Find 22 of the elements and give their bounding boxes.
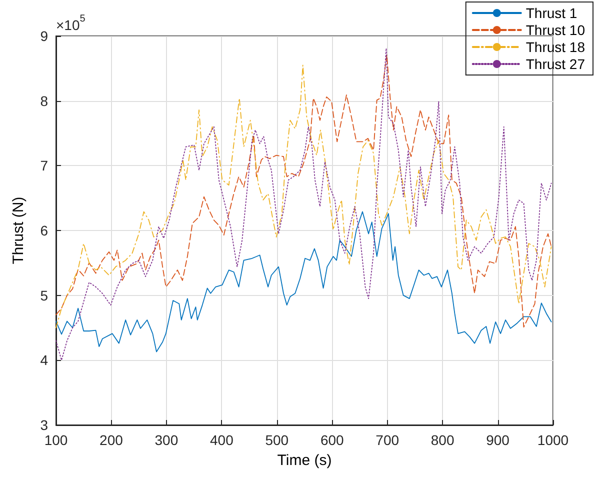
y-tick-label: 3 [40,417,48,433]
y-tick-label: 9 [40,28,48,44]
x-axis-title: Time (s) [277,452,332,469]
x-tick-label: 700 [376,432,400,448]
x-tick-label: 300 [154,432,178,448]
y-tick-label: 6 [40,222,48,238]
legend-label: Thrust 1 [526,5,578,21]
y-tick-label: 7 [40,158,48,174]
legend-label: Thrust 10 [526,22,586,38]
x-tick-label: 100 [44,432,68,448]
x-tick-label: 500 [265,432,289,448]
line-series [56,211,552,352]
y-axis-title: Thrust (N) [10,196,27,264]
x-tick-label: 900 [486,432,510,448]
x-tick-label: 800 [430,432,454,448]
y-tick-label: 5 [40,287,48,304]
x-tick-label: 200 [100,432,124,448]
x-tick-label: 1000 [537,432,569,448]
y-tick-label: 4 [40,352,48,368]
x-tick-label: 600 [320,432,344,448]
y-tick-label: 8 [40,92,48,109]
x-tick-label: 400 [210,432,234,448]
